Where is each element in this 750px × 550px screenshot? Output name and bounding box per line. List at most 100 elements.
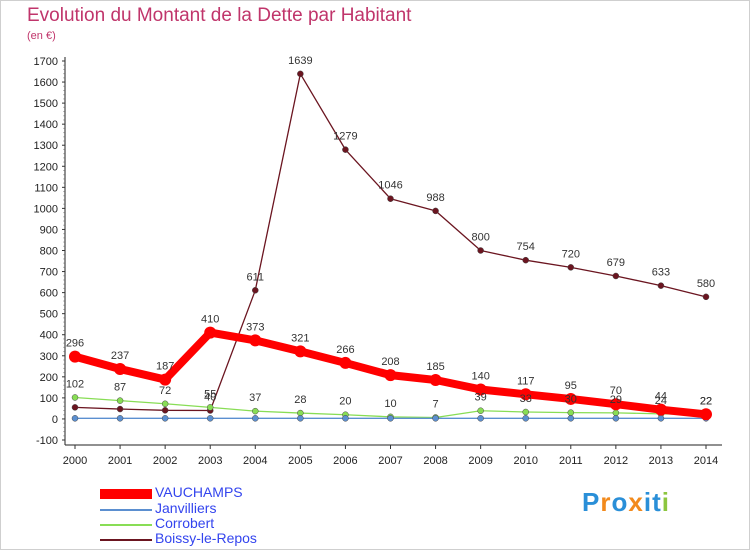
data-point-corrobert — [477, 407, 484, 414]
data-point-boissy-le-repos — [612, 272, 620, 280]
data-label-corrobert: 39 — [475, 392, 487, 404]
proxiti-logo: Proxiti — [582, 487, 670, 518]
x-tick-label: 2009 — [468, 455, 492, 467]
x-tick-label: 2012 — [604, 455, 628, 467]
data-labels: 4061116391279104698880075472067963358010… — [66, 55, 715, 411]
data-label-corrobert: 29 — [610, 394, 622, 406]
data-label-vauchamps: 296 — [66, 338, 84, 350]
y-tick-label: 1700 — [34, 56, 58, 68]
data-point-corrobert — [161, 400, 169, 408]
data-point-boissy-le-repos — [252, 287, 259, 294]
data-label-vauchamps: 117 — [517, 375, 535, 387]
data-label-corrobert: 7 — [433, 398, 439, 410]
data-point-vauchamps — [114, 363, 127, 376]
data-point-janvilliers — [612, 415, 620, 422]
y-tick-label: 1000 — [34, 203, 58, 215]
x-tick-label: 2011 — [559, 455, 583, 467]
logo-letter: i — [643, 487, 653, 517]
legend-label-vauchamps: VAUCHAMPS — [155, 484, 243, 500]
data-point-corrobert — [206, 404, 214, 411]
data-label-boissy-le-repos: 988 — [426, 192, 444, 204]
data-point-janvilliers — [116, 415, 124, 422]
data-label-corrobert: 28 — [294, 394, 306, 406]
data-point-corrobert — [612, 409, 620, 417]
data-point-vauchamps — [159, 373, 172, 386]
data-point-vauchamps — [654, 403, 667, 416]
y-tick-label: 1600 — [34, 77, 58, 89]
legend-swatch-boissy — [100, 539, 152, 541]
y-tick-label: 100 — [40, 393, 58, 405]
x-tick-label: 2003 — [198, 455, 222, 467]
y-tick-label: 1400 — [34, 119, 58, 131]
y-tick-label: 800 — [40, 246, 58, 258]
data-label-corrobert: 22 — [700, 395, 712, 407]
legend-label-boissy: Boissy-le-Repos — [155, 530, 257, 546]
legend-swatch-janvilliers — [100, 509, 152, 511]
legend-label-corrobert: Corrobert — [155, 515, 215, 531]
logo-letter: o — [611, 487, 629, 517]
data-label-corrobert: 33 — [520, 393, 532, 405]
data-point-boissy-le-repos — [297, 70, 304, 78]
x-tick-label: 2013 — [649, 455, 673, 467]
legend-swatch-corrobert — [100, 524, 152, 526]
data-label-boissy-le-repos: 1279 — [333, 131, 357, 143]
y-tick-label: 900 — [40, 224, 58, 236]
data-label-boissy-le-repos: 754 — [517, 241, 535, 253]
data-label-boissy-le-repos: 633 — [652, 267, 670, 279]
data-label-vauchamps: 266 — [336, 344, 354, 356]
y-tick-label: 700 — [40, 267, 58, 279]
data-label-corrobert: 30 — [565, 394, 577, 406]
data-label-boissy-le-repos: 40 — [204, 392, 216, 404]
y-tick-label: 1300 — [34, 140, 58, 152]
data-label-vauchamps: 95 — [565, 380, 577, 392]
data-label-boissy-le-repos: 679 — [607, 257, 625, 269]
y-tick-label: 1100 — [34, 182, 58, 194]
data-label-corrobert: 102 — [66, 378, 84, 390]
data-label-vauchamps: 22 — [700, 395, 712, 407]
data-point-vauchamps — [474, 383, 487, 396]
data-point-janvilliers — [522, 415, 529, 422]
x-tick-label: 2001 — [108, 455, 132, 467]
data-point-boissy-le-repos — [477, 247, 484, 254]
logo-letter: i — [661, 487, 670, 517]
data-point-boissy-le-repos — [161, 407, 169, 414]
data-label-corrobert: 24 — [655, 395, 667, 407]
y-tick-label: -100 — [36, 435, 58, 447]
data-label-vauchamps: 185 — [426, 361, 444, 373]
data-point-vauchamps — [249, 334, 262, 347]
legend-swatch-vauchamps — [100, 489, 152, 499]
data-point-vauchamps — [609, 398, 622, 411]
y-tick-label: 500 — [40, 309, 58, 321]
data-point-vauchamps — [564, 392, 577, 405]
data-point-boissy-le-repos — [702, 293, 710, 301]
y-tick-label: 600 — [40, 288, 58, 300]
x-tick-label: 2010 — [513, 455, 537, 467]
data-label-corrobert: 37 — [249, 392, 261, 404]
data-label-boissy-le-repos: 1046 — [378, 180, 402, 192]
y-tick-label: 0 — [52, 414, 58, 426]
y-tick-label: 300 — [40, 351, 58, 363]
data-point-vauchamps — [204, 326, 217, 339]
logo-letter: t — [652, 487, 662, 517]
data-label-vauchamps: 140 — [471, 370, 489, 382]
data-point-corrobert — [567, 409, 575, 416]
data-label-corrobert: 10 — [384, 398, 396, 410]
data-point-janvilliers — [432, 415, 439, 422]
data-point-janvilliers — [297, 415, 304, 422]
data-point-vauchamps — [69, 350, 81, 363]
data-point-vauchamps — [294, 345, 307, 358]
y-tick-label: 400 — [40, 330, 58, 342]
data-label-corrobert: 87 — [114, 382, 126, 394]
data-point-corrobert — [71, 394, 79, 401]
data-point-corrobert — [252, 407, 259, 415]
data-point-janvilliers — [477, 415, 484, 422]
data-label-vauchamps: 237 — [111, 350, 129, 362]
data-point-boissy-le-repos — [387, 195, 394, 202]
chart-unit: (en €) — [27, 30, 56, 42]
data-point-boissy-le-repos — [342, 146, 349, 153]
data-point-janvilliers — [161, 415, 169, 422]
series-lines — [69, 70, 712, 422]
data-point-vauchamps — [339, 356, 352, 369]
data-point-janvilliers — [206, 415, 214, 422]
data-label-corrobert: 55 — [204, 388, 216, 400]
